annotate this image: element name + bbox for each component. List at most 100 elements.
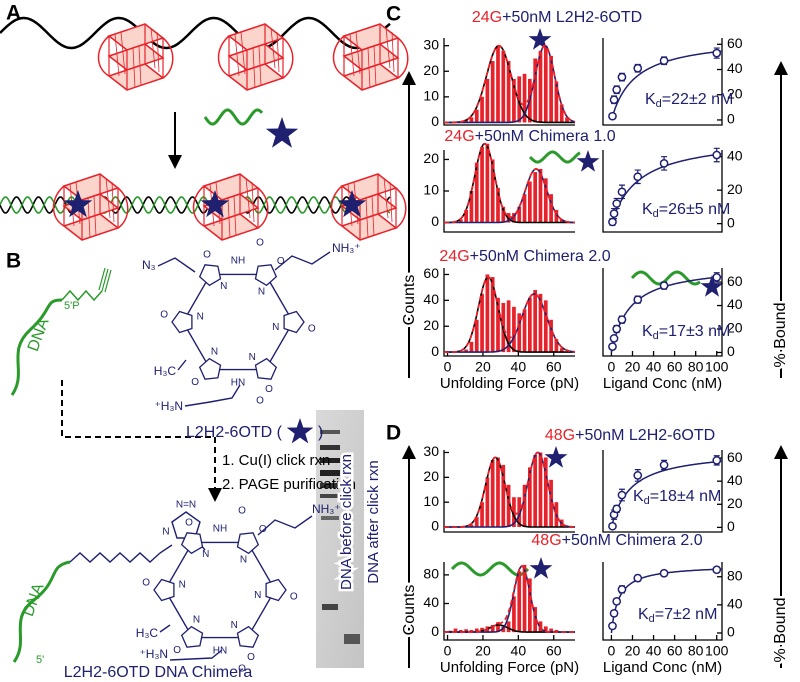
bar [522, 194, 527, 223]
bar [512, 497, 516, 528]
bar [549, 194, 553, 223]
data-point [617, 585, 627, 594]
x-tick-label: 40 [646, 643, 662, 659]
data-point [612, 324, 622, 334]
step-label: 1. Cu(I) click rxn [222, 452, 330, 469]
bar [490, 277, 495, 353]
title-part: +50nM Chimera 2.0 [470, 248, 611, 265]
y-tick-label: 0 [727, 343, 735, 359]
atom-label: N [249, 352, 256, 363]
gaussian-fit [444, 168, 575, 224]
data-point [609, 95, 619, 105]
kd-value: =26±5 nM [659, 201, 731, 218]
x-tick-label: 0 [444, 643, 452, 659]
bar [506, 300, 511, 353]
oxazole-ring [198, 264, 222, 287]
row-title: 48G+50nM Chimera 2.0 [531, 532, 702, 549]
kd-symbol: K [638, 606, 649, 623]
bar [559, 348, 564, 353]
y-tick-label: 40 [727, 296, 743, 312]
kd-subscript: d [649, 613, 655, 625]
row-title: 24G+50nM L2H2-6OTD [472, 9, 642, 26]
bar [501, 464, 506, 528]
bar [464, 349, 468, 353]
atom-label: N [272, 322, 279, 333]
y-tick-label: 20 [423, 468, 439, 484]
bar [549, 479, 553, 528]
bar [549, 319, 553, 353]
atom-label: N [179, 579, 186, 590]
fit-total [444, 44, 576, 124]
five-prime-label: 5'P [64, 300, 80, 312]
y-tick-label: 30 [423, 443, 439, 459]
bar [512, 306, 516, 353]
bar [474, 628, 479, 633]
data-point [633, 471, 643, 480]
x-tick-label: 80 [688, 359, 704, 375]
bar [453, 628, 458, 633]
bar [543, 300, 548, 353]
atom-label: N [258, 287, 265, 298]
x-tick-label: 80 [688, 643, 704, 659]
title-part: 24G [439, 248, 469, 265]
title-part: 48G [531, 532, 561, 549]
axis-arrows [402, 28, 788, 668]
gel-lane-label: DNA after click rxn [365, 460, 382, 583]
oxazole-ring [180, 625, 204, 648]
fit-total [444, 142, 575, 224]
bar [522, 309, 527, 353]
bar [480, 96, 484, 123]
x-axis-title: Ligand Conc (nM) [603, 659, 722, 676]
bar [490, 459, 495, 528]
y-tick-label: 60 [727, 449, 743, 465]
bar [549, 55, 553, 123]
bar [517, 313, 522, 353]
y-tick-label: 20 [727, 181, 743, 197]
kd-subscript: d [653, 330, 659, 342]
bar [517, 206, 522, 223]
atom-label: ⁺H₃N [154, 399, 183, 413]
data-point [612, 199, 622, 208]
y-tick-label: 60 [423, 265, 439, 281]
bar [522, 564, 527, 633]
atom-label: N [211, 347, 218, 358]
atom-label: O [238, 664, 246, 675]
bar [501, 206, 506, 223]
data-point [608, 621, 617, 631]
panel-label: C [386, 3, 401, 26]
atom-label: O [238, 506, 246, 517]
bar [474, 517, 479, 528]
bar [496, 187, 500, 223]
five-prime-label: 5' [36, 654, 44, 666]
data-point [617, 490, 627, 500]
bar [480, 627, 484, 633]
x-axis-title: Ligand Conc (nM) [603, 375, 722, 392]
axis-line [443, 150, 575, 233]
oxazole-ring [283, 310, 305, 334]
atom-label: N [254, 590, 261, 601]
x-tick-label: 0 [608, 359, 616, 375]
fit-total [444, 276, 576, 353]
y-tick-label: 20 [423, 150, 439, 166]
bar [538, 452, 543, 528]
y-tick-label: 80 [727, 567, 743, 583]
bar [554, 81, 559, 123]
x-tick-label: 20 [475, 359, 491, 375]
kd-value: =7±2 nM [655, 606, 718, 623]
y-tick-label: 0 [727, 111, 735, 127]
y-tick-label: 0 [727, 518, 735, 534]
atom-label: O [256, 238, 264, 249]
oxazole-ring [254, 357, 278, 380]
bar [554, 629, 559, 633]
data-point [712, 150, 722, 160]
data-point [633, 573, 643, 583]
oxazole-ring [254, 264, 278, 287]
kd-subscript: d [653, 208, 659, 220]
atom-label: N [193, 615, 200, 626]
axis-title: % Bound [772, 303, 789, 368]
atom-label: O [191, 377, 199, 388]
bar [480, 146, 484, 223]
bar [554, 339, 559, 353]
x-tick-label: 40 [646, 359, 662, 375]
data-point [608, 521, 617, 531]
